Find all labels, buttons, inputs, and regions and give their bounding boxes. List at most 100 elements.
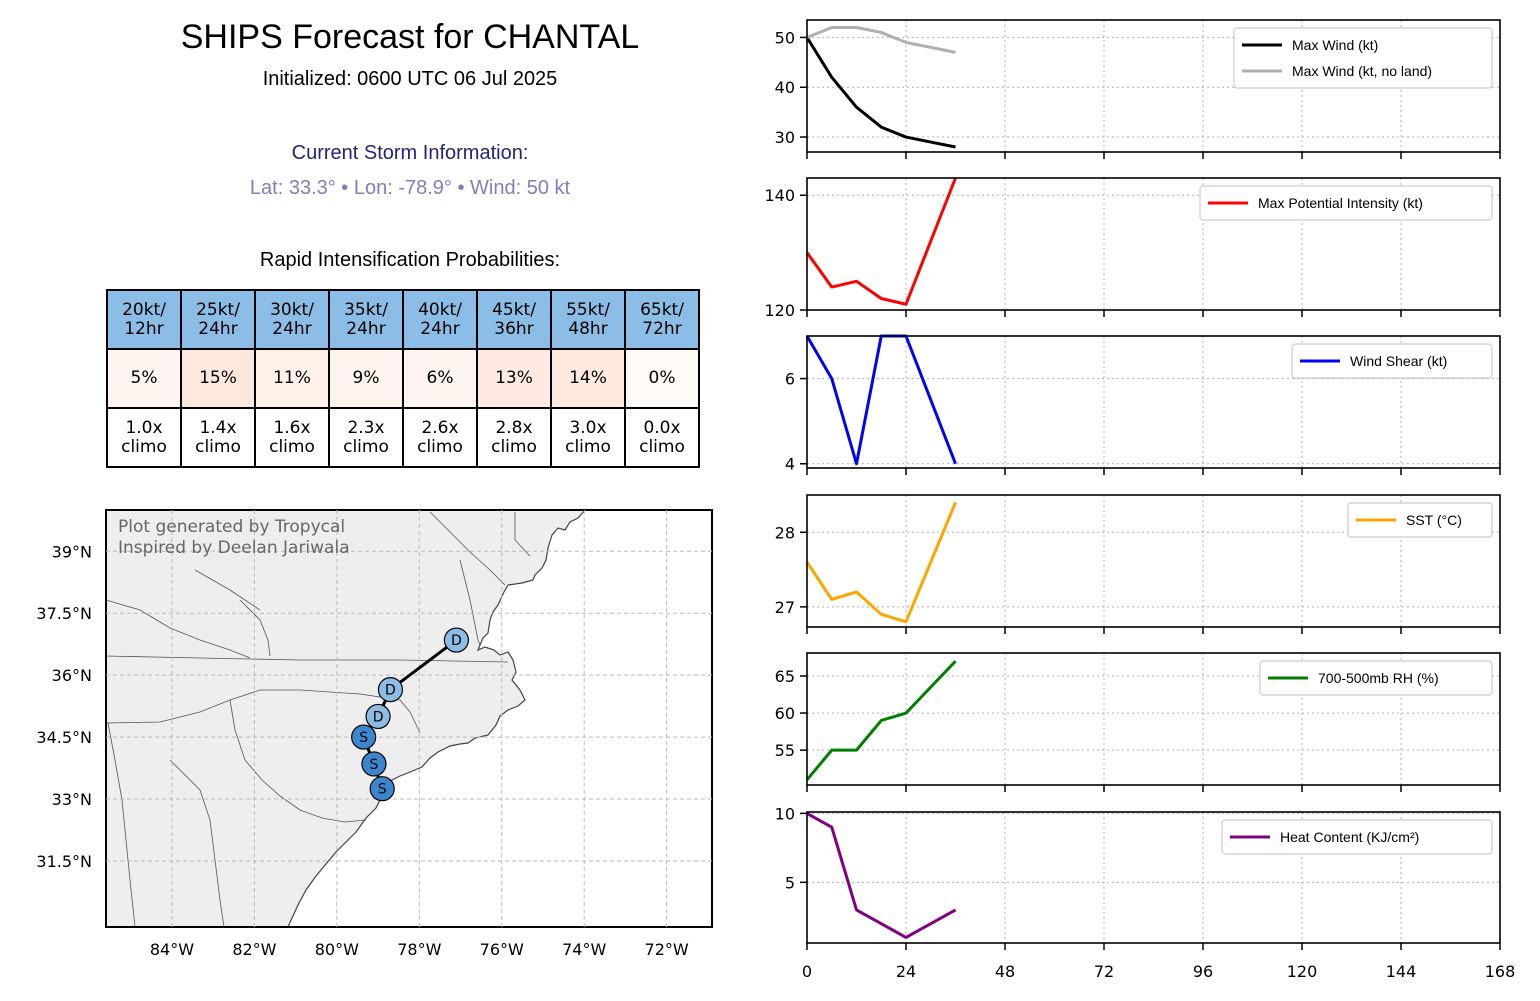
track-point — [377, 676, 404, 703]
chart-legend — [1199, 185, 1493, 221]
chart-x-tick-label: 144 — [1386, 962, 1417, 981]
chart-frame — [806, 494, 1501, 628]
chart-y-tick-label: 120 — [764, 301, 795, 320]
map-lon-tick: 72°W — [645, 940, 689, 959]
map-lon-tick: 80°W — [315, 940, 359, 959]
track-point — [369, 776, 395, 802]
chart-y-tick-label: 55 — [775, 741, 795, 760]
chart-x-tick-label: 72 — [1094, 962, 1114, 981]
chart-legend — [1233, 27, 1493, 89]
chart-panel: 5 10 Heat Content (KJ/cm²) — [775, 804, 1501, 950]
track-point-label: S — [378, 782, 387, 798]
map-lat-tick: 34.5°N — [36, 728, 92, 747]
chart-legend-label: Heat Content (KJ/cm²) — [1280, 829, 1419, 845]
chart-y-tick-label: 40 — [775, 78, 795, 97]
ri-probability-cell: 14% — [550, 348, 626, 409]
map-frame — [105, 509, 713, 928]
chart-frame — [806, 811, 1501, 944]
chart-legend-label: 700-500mb RH (%) — [1318, 670, 1439, 686]
chart-y-tick-label: 28 — [775, 523, 795, 542]
map-lat-tick: 31.5°N — [36, 852, 92, 871]
ri-header-cell: 55kt/ 48hr — [550, 289, 626, 350]
chart-series-line — [805, 177, 957, 306]
track-point-label: S — [370, 757, 379, 773]
track-point-label: D — [451, 633, 462, 649]
chart-x-tick-label: 48 — [995, 962, 1015, 981]
chart-legend — [1347, 502, 1493, 538]
ri-climo-cell: 0.0x climo — [624, 407, 700, 468]
ri-probability-cell: 6% — [402, 348, 478, 409]
chart-legend-label: Max Wind (kt) — [1292, 37, 1378, 53]
ri-climo-cell: 1.6x climo — [254, 407, 330, 468]
ri-climo-cell: 3.0x climo — [550, 407, 626, 468]
map-lat-tick: 39°N — [52, 542, 92, 561]
chart-series-line — [805, 501, 957, 624]
chart-panel: 30 40 50 Max Wind (kt) Max Wind (kt, no land… — [775, 19, 1501, 159]
map-lon-tick: 84°W — [150, 940, 194, 959]
chart-y-tick-label: 140 — [764, 186, 795, 205]
chart-series-line — [806, 812, 957, 939]
chart-y-tick-label: 50 — [775, 28, 795, 47]
chart-y-tick-label: 30 — [775, 128, 795, 147]
ri-probability-cell: 5% — [106, 348, 182, 409]
chart-y-tick-label: 65 — [775, 667, 795, 686]
ri-probability-cell: 9% — [328, 348, 404, 409]
map-credit-1: Plot generated by Tropycal — [118, 517, 345, 537]
ri-probability-cell: 15% — [180, 348, 256, 409]
map-credit-2: Inspired by Deelan Jariwala — [118, 538, 350, 558]
track-point-label: S — [359, 730, 368, 746]
chart-series-line — [805, 660, 957, 781]
chart-frame — [806, 335, 1501, 469]
chart-legend-label: Max Potential Intensity (kt) — [1258, 195, 1423, 211]
map-land — [106, 510, 586, 927]
map-lon-tick: 76°W — [480, 940, 524, 959]
ri-climo-cell: 2.3x climo — [328, 407, 404, 468]
chart-title: SHIPS Forecast for CHANTAL — [180, 18, 640, 56]
track-point-label: D — [385, 683, 396, 699]
chart-panel: 120 140 Max Potential Intensity (kt) — [764, 177, 1501, 320]
ri-header-cell: 45kt/ 36hr — [476, 289, 552, 350]
ri-header-cell: 25kt/ 24hr — [180, 289, 256, 350]
ri-probability-row: 5% 15% 11% 9% 6% 13% 14% 0% — [106, 348, 700, 409]
ri-probability-table: 20kt/ 12hr 25kt/ 24hr 30kt/ 24hr 35kt/ 2… — [106, 289, 700, 468]
ri-climo-cell: 1.4x climo — [180, 407, 256, 468]
ri-header-cell: 65kt/ 72hr — [624, 289, 700, 350]
chart-series-line — [805, 334, 957, 466]
chart-series-line — [805, 36, 956, 149]
chart-frame — [806, 652, 1501, 786]
ri-probability-cell: 0% — [624, 348, 700, 409]
map-lon-tick: 82°W — [232, 940, 276, 959]
chart-y-tick-label: 5 — [785, 873, 795, 892]
ri-heading: Rapid Intensification Probabilities: — [259, 249, 561, 271]
chart-y-tick-label: 27 — [775, 598, 795, 617]
chart-frame — [806, 177, 1501, 311]
chart-legend — [1291, 343, 1493, 379]
track-point — [443, 627, 470, 653]
ri-header-row: 20kt/ 12hr 25kt/ 24hr 30kt/ 24hr 35kt/ 2… — [106, 289, 700, 350]
map-ticks: 84°W 82°W 80°W 78°W 76°W 74°W 72°W 39°N 37.5°N 36… — [36, 542, 689, 959]
map-lat-tick: 37.5°N — [36, 604, 92, 623]
chart-y-tick-label: 6 — [785, 370, 795, 389]
ri-probability-cell: 13% — [476, 348, 552, 409]
current-storm-heading: Current Storm Information: — [291, 142, 529, 164]
chart-y-tick-label: 60 — [775, 704, 795, 723]
chart-legend — [1259, 660, 1493, 696]
chart-panel: 4 6 Wind Shear (kt) — [785, 334, 1501, 475]
ri-header-cell: 35kt/ 24hr — [328, 289, 404, 350]
ri-header-cell: 40kt/ 24hr — [402, 289, 478, 350]
ri-climo-row: 1.0x climo 1.4x climo 1.6x climo 2.3x cl… — [106, 407, 700, 468]
chart-x-tick-label: 24 — [896, 962, 916, 981]
chart-x-tick-label: 96 — [1193, 962, 1213, 981]
chart-legend — [1221, 819, 1493, 855]
state-borders — [106, 511, 531, 927]
chart-panel: 55 60 65 700-500mb RH (%) — [775, 652, 1501, 792]
chart-legend-label: SST (°C) — [1406, 512, 1462, 528]
chart-x-tick-label: 168 — [1485, 962, 1516, 981]
map-lon-tick: 74°W — [562, 940, 606, 959]
ri-header-cell: 30kt/ 24hr — [254, 289, 330, 350]
ri-climo-cell: 1.0x climo — [106, 407, 182, 468]
chart-legend-label: Max Wind (kt, no land) — [1292, 63, 1432, 79]
